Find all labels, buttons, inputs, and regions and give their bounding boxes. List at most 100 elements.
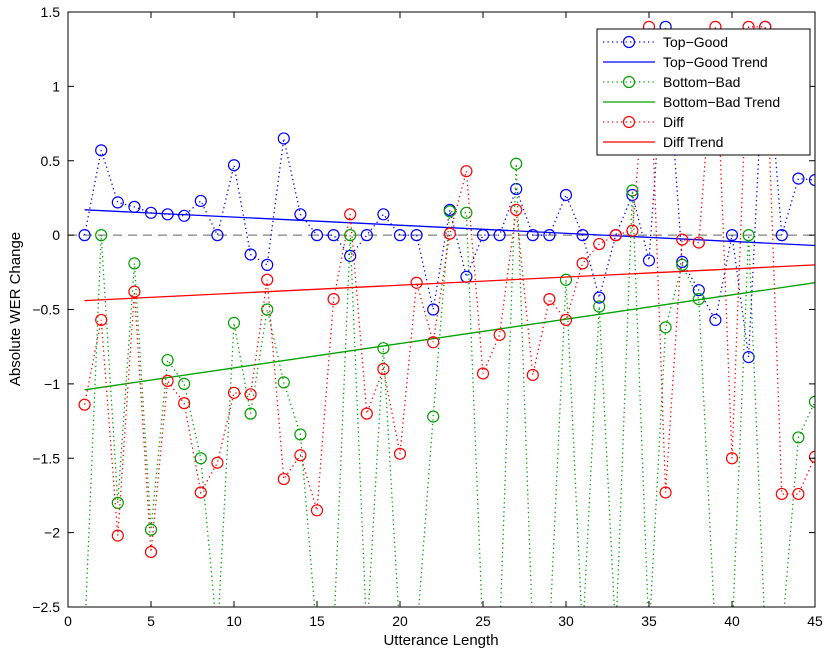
marker-top-good bbox=[244, 248, 257, 261]
trend-line-diff-trend bbox=[84, 264, 815, 302]
marker-bottom-bad bbox=[626, 184, 639, 197]
marker-diff bbox=[211, 456, 224, 469]
series-diff bbox=[78, 20, 815, 559]
y-axis-title: Absolute WER Change bbox=[7, 232, 24, 386]
marker-diff bbox=[327, 292, 340, 306]
marker-diff bbox=[161, 374, 174, 387]
marker-diff bbox=[410, 276, 423, 289]
dotted-line-top-good bbox=[83, 26, 815, 358]
marker-diff bbox=[593, 237, 606, 251]
marker-top-good bbox=[78, 229, 91, 242]
x-tick-label: 30 bbox=[558, 613, 574, 629]
marker-top-good bbox=[111, 196, 124, 209]
marker-top-good bbox=[742, 351, 755, 364]
marker-bottom-bad bbox=[344, 229, 357, 242]
legend-label: Top−Good Trend bbox=[663, 54, 768, 70]
marker-diff bbox=[692, 236, 705, 249]
marker-diff bbox=[526, 368, 539, 382]
legend-swatch-marker bbox=[622, 75, 636, 89]
marker-bottom-bad bbox=[128, 257, 141, 270]
marker-top-good bbox=[792, 172, 805, 185]
legend-swatch-marker bbox=[622, 115, 636, 129]
x-tick-label: 45 bbox=[807, 613, 823, 629]
marker-top-good bbox=[692, 284, 705, 297]
legend-item: Diff bbox=[603, 114, 684, 130]
marker-diff bbox=[144, 545, 158, 559]
marker-top-good bbox=[543, 229, 556, 242]
trend-line-bottom-bad-trend bbox=[84, 282, 815, 391]
legend-box bbox=[596, 28, 811, 156]
marker-bottom-bad bbox=[111, 496, 124, 509]
marker-diff bbox=[377, 362, 390, 376]
marker-bottom-bad bbox=[178, 377, 191, 390]
marker-bottom-bad bbox=[95, 229, 108, 242]
legend-item: Bottom−Bad Trend bbox=[603, 94, 780, 110]
marker-bottom-bad bbox=[792, 431, 805, 444]
marker-top-good bbox=[211, 229, 224, 242]
y-tick-label: −0.5 bbox=[32, 302, 60, 318]
marker-bottom-bad bbox=[460, 206, 473, 219]
marker-diff bbox=[261, 273, 274, 286]
marker-diff bbox=[510, 203, 523, 216]
legend: Top−Good Top−Good Trend Bottom−Bad Bottom−B… bbox=[596, 28, 811, 156]
marker-top-good bbox=[593, 291, 606, 304]
marker-bottom-bad bbox=[244, 407, 257, 420]
marker-bottom-bad bbox=[659, 321, 672, 334]
marker-bottom-bad bbox=[742, 229, 755, 242]
x-tick-label: 20 bbox=[392, 613, 408, 629]
marker-bottom-bad bbox=[377, 342, 390, 355]
legend-item: Top−Good Trend bbox=[603, 54, 768, 70]
legend-item: Bottom−Bad bbox=[603, 74, 740, 90]
marker-top-good bbox=[410, 229, 423, 242]
marker-diff bbox=[128, 285, 141, 298]
marker-top-good bbox=[277, 132, 290, 145]
marker-diff bbox=[427, 336, 440, 349]
marker-bottom-bad bbox=[294, 428, 307, 441]
marker-top-good bbox=[344, 249, 357, 263]
y-tick-label: 0.5 bbox=[41, 153, 61, 169]
marker-top-good bbox=[427, 303, 440, 316]
legend-label: Top−Good bbox=[663, 34, 728, 50]
marker-bottom-bad bbox=[161, 353, 174, 367]
marker-top-good bbox=[559, 188, 573, 202]
marker-diff bbox=[559, 313, 573, 327]
legend-label: Bottom−Bad Trend bbox=[663, 94, 780, 110]
marker-diff bbox=[310, 504, 324, 517]
marker-diff bbox=[294, 449, 307, 462]
marker-top-good bbox=[310, 229, 324, 242]
marker-bottom-bad bbox=[510, 157, 523, 170]
marker-top-good bbox=[95, 144, 108, 157]
marker-top-good bbox=[393, 229, 407, 242]
marker-diff bbox=[277, 472, 290, 486]
marker-diff bbox=[775, 487, 788, 501]
marker-top-good bbox=[676, 255, 689, 268]
x-tick-label: 40 bbox=[724, 613, 740, 629]
x-axis-title: Utterance Length bbox=[383, 632, 498, 649]
y-tick-label: −2.5 bbox=[32, 599, 60, 615]
marker-diff bbox=[725, 452, 739, 465]
marker-diff bbox=[626, 224, 639, 237]
marker-top-good bbox=[808, 173, 815, 187]
marker-top-good bbox=[626, 188, 639, 202]
marker-diff bbox=[808, 450, 815, 463]
marker-top-good bbox=[377, 208, 390, 221]
legend-label: Diff bbox=[663, 114, 684, 130]
marker-diff bbox=[609, 229, 622, 242]
marker-top-good bbox=[526, 229, 539, 242]
x-tick-label: 15 bbox=[309, 613, 325, 629]
series-diff-trend bbox=[84, 264, 815, 302]
marker-diff bbox=[543, 292, 556, 306]
marker-diff bbox=[576, 257, 589, 270]
marker-top-good bbox=[775, 229, 788, 242]
marker-diff bbox=[493, 328, 506, 341]
marker-bottom-bad bbox=[144, 523, 158, 536]
x-tick-label: 35 bbox=[641, 613, 657, 629]
marker-bottom-bad bbox=[593, 300, 606, 313]
marker-bottom-bad bbox=[808, 395, 815, 408]
dotted-line-bottom-bad bbox=[85, 163, 815, 607]
marker-diff bbox=[443, 227, 456, 240]
x-tick-label: 10 bbox=[226, 613, 242, 629]
marker-top-good bbox=[327, 229, 340, 242]
marker-bottom-bad bbox=[427, 410, 440, 423]
